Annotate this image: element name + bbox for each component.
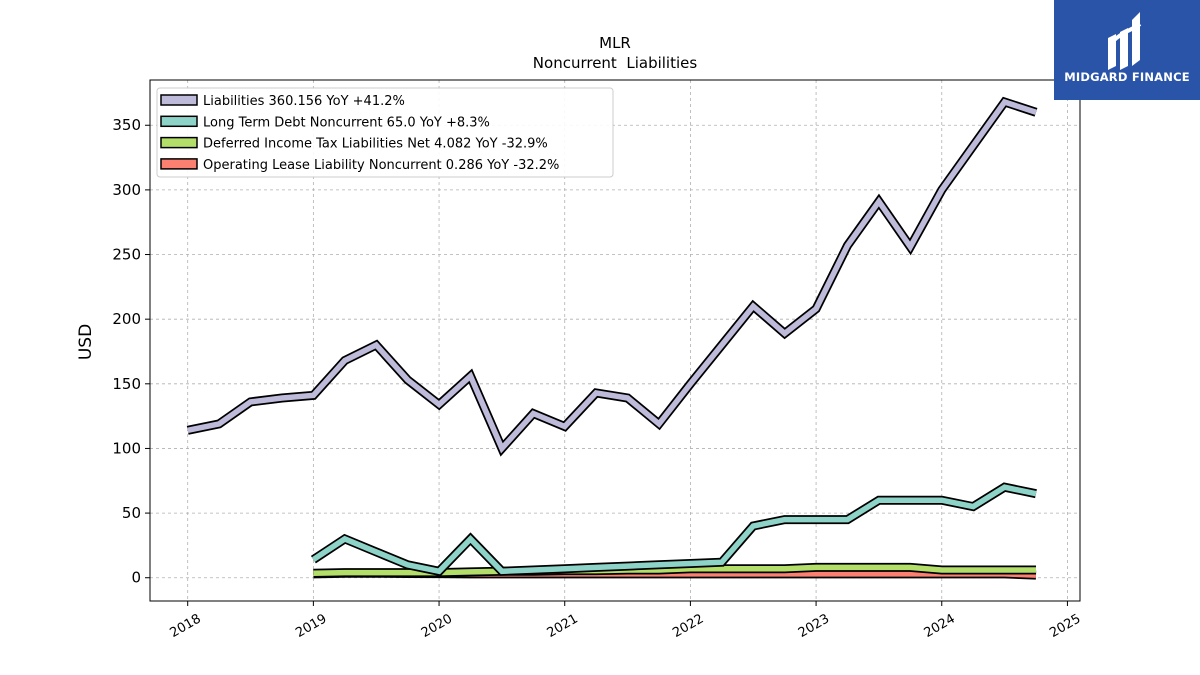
x-ticks: 2018 2019 2020 2021 2022 2023 2024 2025	[168, 601, 1083, 641]
legend-swatch	[160, 94, 198, 106]
y-tick-label: 300	[112, 181, 141, 199]
legend-swatch	[160, 115, 198, 128]
x-tick-label: 2022	[670, 611, 706, 641]
legend-item: Liabilities 360.156 YoY +41.2%	[160, 94, 405, 109]
legend-item: Operating Lease Liability Noncurrent 0.2…	[160, 158, 559, 173]
y-tick-label: 50	[122, 504, 141, 522]
axes	[149, 79, 1081, 602]
series-1	[186, 96, 1038, 457]
brand-logo: MIDGARD FINANCE	[1054, 0, 1200, 100]
y-tick-label: 100	[112, 439, 141, 457]
x-tick-label: 2021	[545, 611, 581, 641]
y-tick-label: 200	[112, 310, 141, 328]
chart-subtitle: Noncurrent Liabilities	[533, 54, 698, 72]
series-line	[311, 484, 1037, 575]
series-2	[310, 482, 1037, 577]
legend-label: Long Term Debt Noncurrent 65.0 YoY +8.3%	[203, 115, 490, 130]
legend-label: Liabilities 360.156 YoY +41.2%	[203, 94, 405, 109]
legend-item: Long Term Debt Noncurrent 65.0 YoY +8.3%	[160, 115, 490, 130]
legend-item: Deferred Income Tax Liabilities Net 4.08…	[160, 136, 548, 152]
series-areas	[186, 96, 1038, 580]
x-tick-label: 2019	[293, 611, 329, 641]
legend-swatch	[160, 158, 198, 170]
y-tick-label: 250	[112, 246, 141, 264]
legend-box	[156, 87, 614, 178]
y-tick-label: 150	[112, 375, 141, 393]
y-tick-label: 350	[112, 116, 141, 134]
legend: Liabilities 360.156 YoY +41.2% Long Term …	[156, 87, 614, 178]
chart-title: MLR	[599, 34, 631, 52]
brand-name: MIDGARD FINANCE	[1064, 70, 1190, 84]
x-tick-label: 2018	[168, 611, 204, 641]
brand-mark-icon	[1108, 12, 1142, 70]
x-tick-label: 2024	[922, 611, 958, 641]
y-axis-label: USD	[76, 324, 96, 360]
x-tick-label: 2025	[1047, 611, 1083, 641]
series-line	[187, 98, 1037, 454]
x-tick-label: 2023	[796, 611, 832, 641]
x-tick-label: 2020	[419, 611, 455, 641]
legend-label: Operating Lease Liability Noncurrent 0.2…	[203, 158, 559, 173]
legend-label: Deferred Income Tax Liabilities Net 4.08…	[203, 137, 548, 152]
y-tick-label: 0	[131, 569, 141, 587]
legend-swatch	[160, 136, 198, 149]
plot-frame	[149, 79, 1081, 602]
y-ticks: 0 50 100 150 200 250 300 350	[112, 116, 150, 587]
